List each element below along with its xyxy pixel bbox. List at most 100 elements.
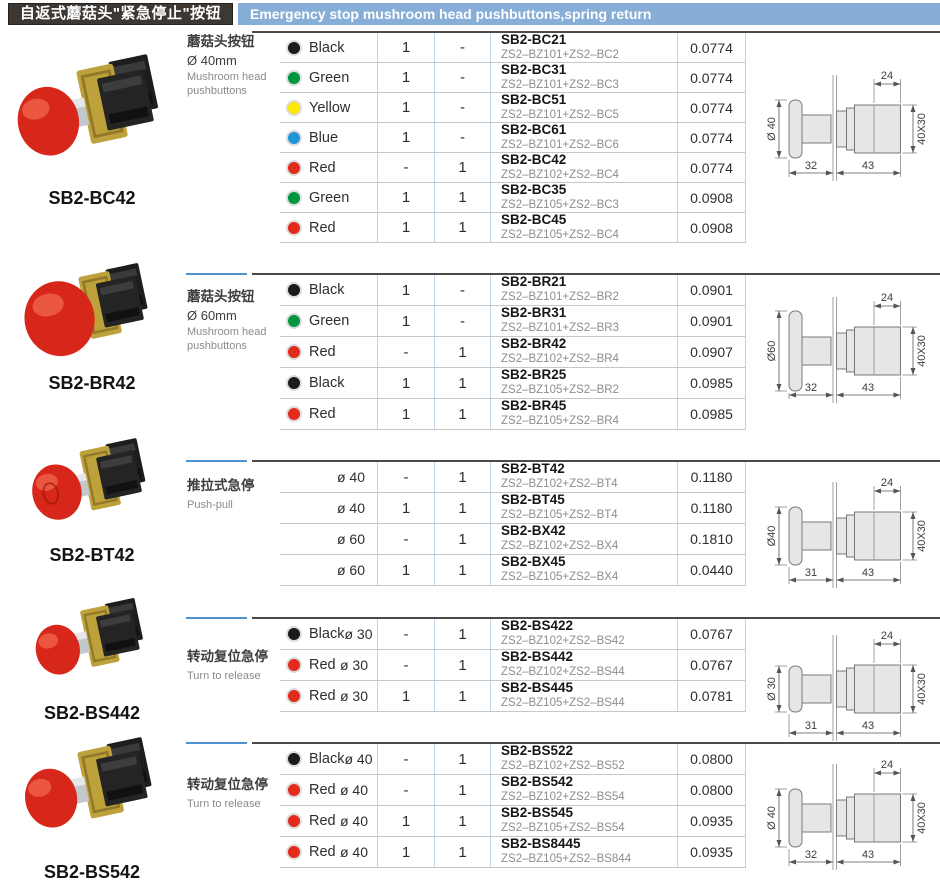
cell-model: SB2-BC21 ZS2–BZ101+ZS2–BC2: [491, 32, 678, 62]
product-model-label: SB2-BT42: [49, 545, 135, 565]
cell-contacts-nc: -: [435, 123, 491, 152]
table-row: Black 1- SB2-BC21 ZS2–BZ101+ZS2–BC2 0.0774: [280, 32, 746, 63]
cell-contacts-no: 1: [378, 806, 435, 836]
model-composition: ZS2–BZ101+ZS2–BC3: [501, 78, 619, 91]
product-photo-art: [35, 598, 143, 675]
table-row: ø 40 1 1 SB2-BT45 ZS2–BZ105+ZS2–BT4 0.1180: [280, 493, 746, 524]
dimension-drawing: Ø40 24 40X30 31 43: [766, 472, 939, 598]
model-composition: ZS2–BZ105+ZS2–BS44: [501, 697, 625, 710]
model-number: SB2-BT42: [501, 461, 565, 477]
color-name: Red: [309, 844, 336, 860]
cell-color: ø 40: [280, 462, 378, 492]
model-number: SB2-BX42: [501, 523, 566, 539]
table-row: Black ø 40-1 SB2-BS522 ZS2–BZ102+ZS2–BS52 0.…: [280, 744, 746, 775]
table-row: Black 1- SB2-BR21 ZS2–BZ101+ZS2–BR2 0.0901: [280, 275, 746, 306]
cell-contacts-no: 1: [378, 183, 435, 212]
dim-label-depth-front: 32: [805, 160, 817, 172]
dim-label-depth-front: 31: [805, 567, 817, 579]
color-dot: [286, 813, 302, 829]
color-name: Red: [309, 344, 336, 360]
cell-weight: 0.0767: [678, 619, 746, 649]
model-composition: ZS2–BZ101+ZS2–BC2: [501, 48, 619, 61]
color-name: Black: [309, 626, 345, 642]
cell-model: SB2-BC31 ZS2–BZ101+ZS2–BC3: [491, 62, 678, 92]
cell-contacts-nc: 1: [435, 153, 491, 182]
description-en: Mushroom head pushbuttons: [187, 325, 267, 352]
tech-drawing-svg: Ø40 24 40X30 31 43: [766, 477, 928, 588]
model-composition: ZS2–BZ105+ZS2–BC4: [501, 228, 619, 241]
product-table: Black ø 30-1 SB2-BS422 ZS2–BZ102+ZS2–BS42 0.…: [280, 619, 746, 712]
color-name: Black: [309, 282, 345, 298]
cell-model: SB2-BS442 ZS2–BZ102+ZS2–BS44: [491, 650, 678, 680]
cell-color: Black ø 30: [280, 619, 378, 649]
cell-model: SB2-BC61 ZS2–BZ101+ZS2–BC6: [491, 122, 678, 152]
table-row: Green 1- SB2-BR31 ZS2–BZ101+ZS2–BR3 0.0901: [280, 306, 746, 337]
description-size: Ø 40mm: [187, 52, 237, 68]
cell-weight: 0.0800: [678, 744, 746, 774]
cell-color: Black ø 40: [280, 744, 378, 774]
color-dot: [286, 375, 302, 391]
cell-weight: 0.0774: [678, 93, 746, 122]
product-photo: [8, 597, 176, 697]
cell-weight: 0.0985: [678, 399, 746, 429]
cell-contacts-no: -: [378, 524, 435, 554]
description-cn: 转动复位急停: [187, 649, 268, 664]
section-divider-blue: [186, 273, 247, 275]
description-en: Mushroom head pushbuttons: [187, 70, 267, 97]
cell-color: Green: [280, 63, 378, 92]
drawing-mushroom-cap: [788, 99, 803, 159]
cell-contacts-nc: 1: [435, 337, 491, 367]
color-name: Red: [309, 219, 336, 236]
cell-model: SB2-BS542 ZS2–BZ102+ZS2–BS54: [491, 775, 678, 805]
dim-label-side: 40X30: [916, 520, 928, 552]
cell-color: Red ø 40: [280, 806, 378, 836]
cell-weight: 0.0774: [678, 153, 746, 182]
product-section-sb2-br42: SB2-BR42 蘑菇头按钮 Ø 60mm Mushroom head pushbut…: [0, 263, 940, 432]
color-name: Green: [309, 313, 350, 329]
cell-color: Black: [280, 33, 378, 62]
cell-contacts-no: 1: [378, 63, 435, 92]
head-size: ø 60: [336, 531, 365, 547]
model-number: SB2-BR21: [501, 274, 567, 290]
cell-weight: 0.1810: [678, 524, 746, 554]
cell-color: Red ø 30: [280, 681, 378, 711]
cell-contacts-nc: 1: [435, 837, 491, 867]
table-row: ø 60-1 SB2-BX42 ZS2–BZ102+ZS2–BX4 0.1810: [280, 524, 746, 555]
drawing-mushroom-cap: [788, 310, 803, 392]
color-dot: [286, 844, 302, 860]
model-number: SB2-BS8445: [501, 836, 581, 852]
table-row: Red ø 30 1 1 SB2-BS445 ZS2–BZ105+ZS2–BS44 0.07…: [280, 681, 746, 712]
color-name: Red: [309, 657, 336, 673]
head-size: ø 60: [336, 562, 365, 578]
color-name: Black: [309, 375, 345, 391]
model-number: SB2-BC35: [501, 181, 567, 197]
dim-label-top: 24: [881, 477, 893, 489]
cell-contacts-nc: -: [435, 93, 491, 122]
table-row: Yellow 1- SB2-BC51 ZS2–BZ101+ZS2–BC5 0.0774: [280, 92, 746, 123]
dim-label-diameter: Ø40: [767, 526, 778, 547]
cell-weight: 0.0901: [678, 275, 746, 305]
cell-model: SB2-BX45 ZS2–BZ105+ZS2–BX4: [491, 555, 678, 585]
drawing-mushroom-cap: [788, 506, 803, 566]
cell-contacts-no: 1: [378, 555, 435, 585]
color-name: Red: [309, 159, 336, 176]
color-name: Green: [309, 69, 350, 86]
cell-model: SB2-BX42 ZS2–BZ102+ZS2–BX4: [491, 524, 678, 554]
cell-contacts-no: 1: [378, 123, 435, 152]
cell-color: Green: [280, 306, 378, 336]
drawing-contact-block: [854, 511, 901, 561]
cell-weight: 0.0774: [678, 123, 746, 152]
description-cn: 推拉式急停: [187, 478, 255, 493]
cell-contacts-nc: 1: [435, 493, 491, 523]
color-dot: [286, 688, 302, 704]
cell-contacts-no: 1: [378, 93, 435, 122]
cell-contacts-no: 1: [378, 493, 435, 523]
push-pull-ring: [41, 482, 59, 505]
drawing-contact-block: [854, 793, 901, 843]
cell-color: Red: [280, 213, 378, 242]
cell-model: SB2-BT45 ZS2–BZ105+ZS2–BT4: [491, 493, 678, 523]
dimension-drawing: Ø 30 24 40X30 31 43: [766, 625, 939, 751]
cell-weight: 0.0908: [678, 183, 746, 212]
color-name: Yellow: [309, 99, 351, 116]
color-name: Black: [309, 39, 345, 56]
